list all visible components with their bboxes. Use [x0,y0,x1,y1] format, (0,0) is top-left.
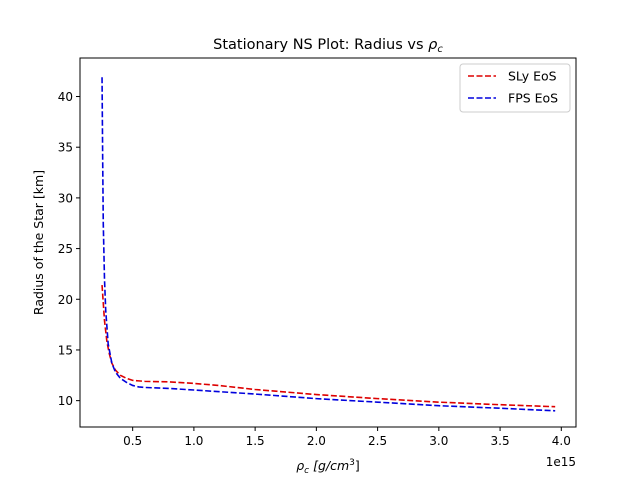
legend-label-sly: SLy EoS [508,69,557,84]
x-tick-label: 3.0 [429,434,448,448]
series-line-sly-eos [101,285,556,408]
x-tick-label: 2.0 [307,434,326,448]
y-axis-label: Radius of the Star [km] [31,170,46,315]
x-label-units-sup: 3 [349,458,355,468]
legend-label-fps: FPS EoS [508,91,558,106]
plot-area [80,58,576,427]
plot-frame [79,57,577,428]
x-tick-label: 3.5 [491,434,510,448]
x-tick-label: 1.0 [184,434,203,448]
x-label-symbol: ρ [296,458,304,473]
chart-title-symbol: ρ [428,37,438,53]
chart-title-main: Stationary NS Plot: Radius vs [213,37,428,53]
x-tick-label: 1.5 [246,434,265,448]
y-tick-label: 35 [58,141,73,155]
series-line-fps-eos [101,77,556,412]
y-tick-label: 30 [58,191,73,205]
x-tick-label: 4.0 [552,434,571,448]
y-tick-label: 20 [58,293,73,307]
legend: SLy EoS FPS EoS [459,63,571,113]
y-tick-label: 15 [58,343,73,357]
x-label-units-pre: [g/cm [309,458,349,473]
x-tick-label: 0.5 [123,434,142,448]
x-tick-label: 2.5 [368,434,387,448]
x-label-units-post: ] [355,458,360,473]
chart-title-subscript: c [437,44,443,55]
y-tick-label: 10 [58,394,73,408]
x-label-subscript: c [304,466,309,476]
series-layer [101,77,556,412]
y-axis-ticks: 10 15 20 25 30 35 40 [58,90,80,408]
chart-title: Stationary NS Plot: Radius vs ρc [213,37,443,55]
x-axis-ticks: 0.5 1.0 1.5 2.0 2.5 3.0 3.5 4.0 [123,427,571,448]
x-offset-text: 1e15 [546,455,576,469]
x-axis-label: ρc [g/cm3] [296,458,360,476]
y-tick-label: 40 [58,90,73,104]
y-tick-label: 25 [58,242,73,256]
